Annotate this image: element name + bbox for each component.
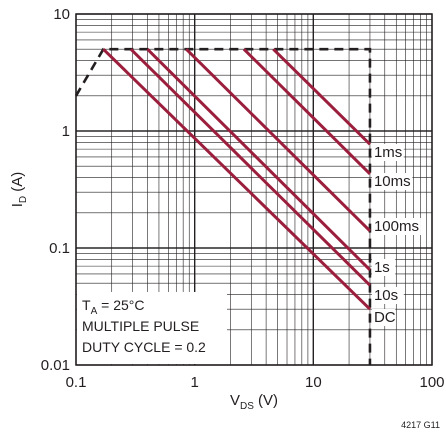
y-tick-label: 1 [62, 123, 70, 140]
series-label-background [371, 309, 396, 326]
series-label-dc: DC [374, 309, 396, 326]
y-tick-label: 0.01 [41, 357, 70, 374]
annotation-line: TA = 25°C [82, 297, 144, 317]
series-label-background [371, 144, 404, 161]
annotation-background [77, 292, 227, 364]
series-line-10ms [242, 48, 372, 175]
x-axis-label: VDS (V) [230, 392, 278, 412]
x-tick-label: 100 [419, 374, 444, 391]
x-tick-label: 1 [190, 374, 198, 391]
series-label-background [371, 259, 396, 276]
series-label-1s: 1s [374, 259, 390, 276]
series-lines [102, 48, 372, 311]
y-axis-label: ID (A) [9, 172, 29, 208]
soa-boundary-line [74, 47, 372, 365]
plot-frame [75, 13, 433, 366]
x-tick-label: 10 [305, 374, 322, 391]
x-tick-label: 0.1 [66, 374, 87, 391]
annotation-line: MULTIPLE PULSE [82, 318, 199, 334]
series-line-100ms [185, 48, 372, 232]
series-label-background [371, 287, 404, 304]
soa-boundary [74, 47, 372, 365]
figure-id: 4217 G11 [401, 420, 440, 430]
series-label-1ms: 1ms [374, 144, 402, 161]
series-labels: 1ms 10ms 100ms 1s 10s DC [371, 144, 421, 326]
series-label-10ms: 10ms [374, 173, 411, 190]
series-label-background [371, 218, 421, 235]
y-tick-label: 0.1 [49, 240, 70, 257]
series-label-background [371, 173, 413, 190]
series-line-1ms [272, 48, 372, 146]
series-label-10s: 10s [374, 287, 398, 304]
series-label-100ms: 100ms [374, 218, 419, 235]
x-tick-labels: 0.1 1 10 100 [66, 374, 445, 391]
annotation-line: DUTY CYCLE = 0.2 [82, 339, 206, 355]
series-line-1s [146, 48, 372, 271]
series-line-dc [102, 48, 371, 311]
y-tick-labels: 0.01 0.1 1 10 [41, 6, 70, 374]
y-tick-label: 10 [53, 6, 70, 23]
series-line-10s [129, 48, 372, 287]
